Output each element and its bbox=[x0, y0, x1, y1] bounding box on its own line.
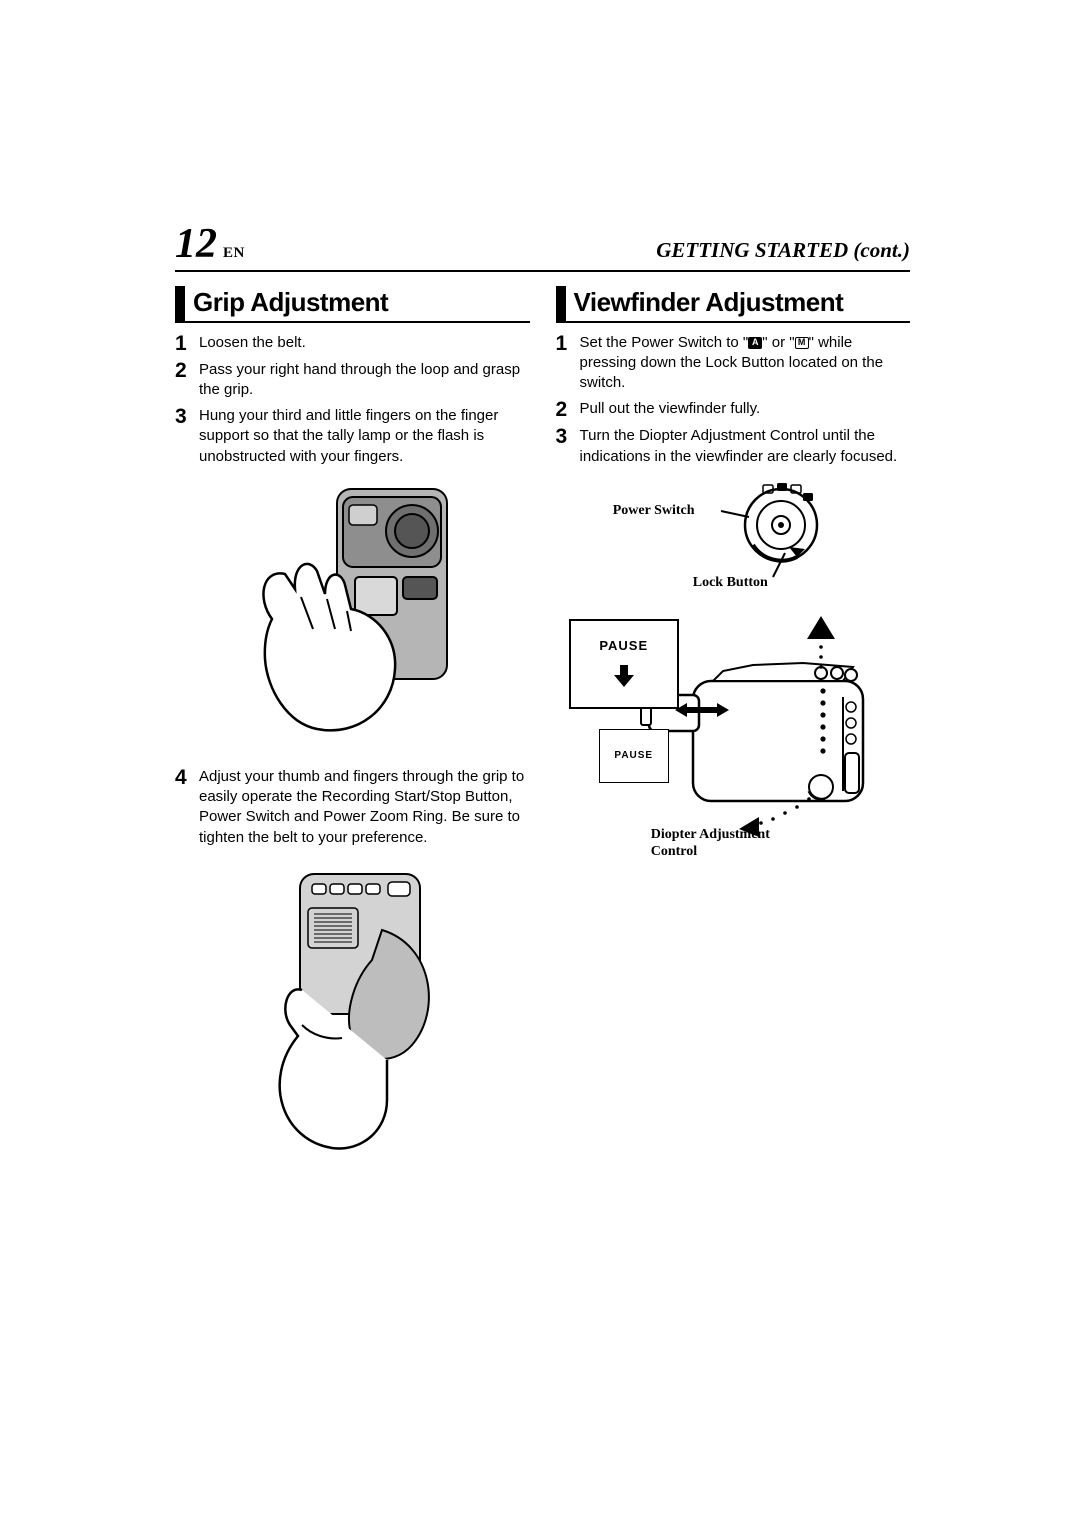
mode-m-icon: M bbox=[795, 337, 809, 349]
step-number: 2 bbox=[175, 360, 191, 381]
page-header: 12 EN GETTING STARTED (cont.) bbox=[175, 220, 910, 272]
mode-a-icon: A bbox=[748, 337, 762, 349]
adjust-arrows-icon bbox=[675, 701, 729, 719]
left-column: Grip Adjustment 1 Loosen the belt. 2 Pas… bbox=[175, 286, 530, 1178]
manual-page: 12 EN GETTING STARTED (cont.) Grip Adjus… bbox=[0, 0, 1080, 1528]
pause-text: PAUSE bbox=[614, 750, 653, 761]
grip-step-2: 2 Pass your right hand through the loop … bbox=[175, 360, 530, 401]
text-fragment: " or " bbox=[762, 334, 794, 351]
step-text: Turn the Diopter Adjustment Control unti… bbox=[580, 426, 911, 467]
viewfinder-lcd-large: PAUSE bbox=[569, 619, 679, 709]
step-number: 2 bbox=[556, 399, 572, 420]
lock-button-label: Lock Button bbox=[693, 575, 768, 592]
step-number: 4 bbox=[175, 767, 191, 788]
figure-box bbox=[242, 860, 462, 1160]
content-columns: Grip Adjustment 1 Loosen the belt. 2 Pas… bbox=[175, 286, 910, 1178]
text-fragment: Set the Power Switch to " bbox=[580, 334, 749, 351]
step-text: Hung your third and little fingers on th… bbox=[199, 406, 530, 467]
step-number: 1 bbox=[175, 333, 191, 354]
viewfinder-lcd-small: PAUSE bbox=[599, 729, 669, 783]
grip-step-1: 1 Loosen the belt. bbox=[175, 333, 530, 354]
step-number: 3 bbox=[175, 406, 191, 427]
viewfinder-diagram: Power Switch Lock Button Diopter Adjustm… bbox=[563, 481, 903, 901]
figure-box bbox=[237, 479, 467, 749]
power-switch-label: Power Switch bbox=[613, 503, 695, 520]
grip-section-title: Grip Adjustment bbox=[175, 286, 530, 323]
step-text: Pass your right hand through the loop an… bbox=[199, 360, 530, 401]
viewfinder-step-2: 2 Pull out the viewfinder fully. bbox=[556, 399, 911, 420]
diopter-label-text: Diopter Adjustment Control bbox=[651, 827, 770, 859]
grip-figure-1 bbox=[175, 479, 530, 749]
step-text: Loosen the belt. bbox=[199, 333, 530, 353]
step-number: 3 bbox=[556, 426, 572, 447]
viewfinder-step-1: 1 Set the Power Switch to "A" or "M" whi… bbox=[556, 333, 911, 394]
down-arrow-icon bbox=[611, 663, 637, 689]
camera-grip-back-illustration bbox=[242, 860, 462, 1160]
grip-step-4: 4 Adjust your thumb and fingers through … bbox=[175, 767, 530, 848]
page-lang: EN bbox=[223, 245, 245, 262]
chapter-title: GETTING STARTED (cont.) bbox=[656, 238, 910, 263]
right-column: Viewfinder Adjustment 1 Set the Power Sw… bbox=[556, 286, 911, 1178]
camera-grip-front-illustration bbox=[237, 479, 467, 749]
page-number-value: 12 bbox=[175, 220, 217, 268]
viewfinder-step-3: 3 Turn the Diopter Adjustment Control un… bbox=[556, 426, 911, 467]
pause-text: PAUSE bbox=[599, 638, 648, 653]
viewfinder-section-title: Viewfinder Adjustment bbox=[556, 286, 911, 323]
grip-figure-2 bbox=[175, 860, 530, 1160]
grip-step-3: 3 Hung your third and little fingers on … bbox=[175, 406, 530, 467]
step-number: 1 bbox=[556, 333, 572, 354]
step-text: Pull out the viewfinder fully. bbox=[580, 399, 911, 419]
step-text: Set the Power Switch to "A" or "M" while… bbox=[580, 333, 911, 394]
diopter-label: Diopter Adjustment Control bbox=[651, 827, 791, 861]
page-number: 12 EN bbox=[175, 220, 245, 268]
step-text: Adjust your thumb and fingers through th… bbox=[199, 767, 530, 848]
